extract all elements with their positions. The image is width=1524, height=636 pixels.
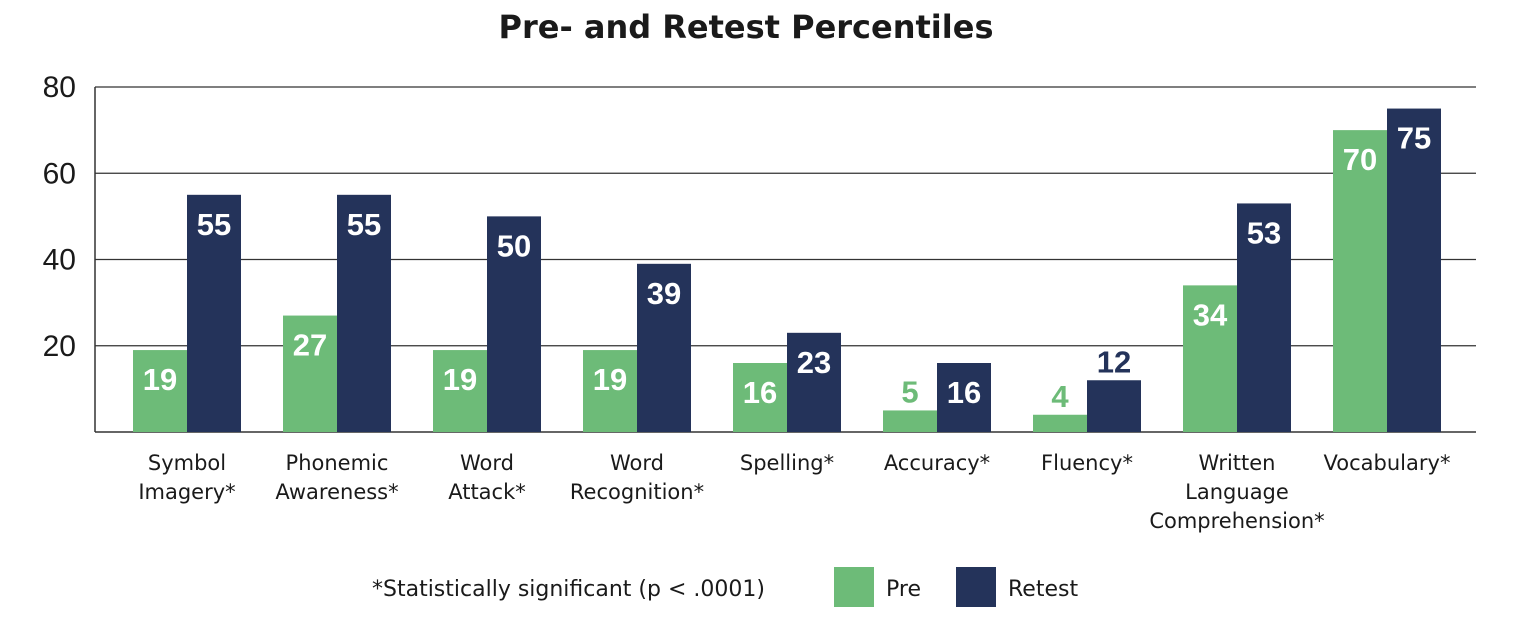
data-label: 70 (1343, 142, 1377, 177)
category-label: Language (1185, 480, 1289, 504)
data-label: 5 (901, 374, 918, 409)
data-label: 12 (1097, 344, 1131, 379)
legend-swatch-retest (956, 567, 996, 607)
category-label: Awareness* (275, 480, 398, 504)
significance-footnote: *Statistically significant (p < .0001) (372, 577, 765, 602)
bar-retest (937, 363, 991, 432)
bar-pre (883, 410, 937, 432)
category-label: Symbol (148, 451, 226, 475)
data-label: 53 (1247, 215, 1281, 250)
data-label: 50 (497, 228, 531, 263)
bar-pre (133, 350, 187, 432)
bar-retest (487, 216, 541, 432)
y-tick-label: 80 (43, 71, 76, 104)
bar-pre (1033, 414, 1087, 432)
legend-label: Retest (1008, 577, 1078, 602)
data-label: 23 (797, 345, 831, 380)
category-labels: Symbol Imagery* Phonemic Awareness* Word Atta… (138, 451, 1450, 533)
category-label: Attack* (448, 480, 526, 504)
legend: Pre Retest (834, 567, 1078, 607)
category-label: Fluency* (1041, 451, 1133, 475)
bar-retest (637, 263, 691, 432)
data-label: 19 (143, 362, 177, 397)
y-tick-label: 40 (43, 244, 76, 277)
category-label: Spelling* (740, 451, 834, 475)
bar-pre (1183, 285, 1237, 432)
legend-label: Pre (886, 577, 921, 602)
bar-pre (433, 350, 487, 432)
y-tick-label: 60 (43, 157, 76, 190)
data-label: 27 (293, 328, 327, 363)
category-label: Word (460, 451, 514, 475)
bars (133, 108, 1441, 432)
category-label: Written (1199, 451, 1276, 475)
bar-retest (1387, 108, 1441, 432)
chart-title: Pre- and Retest Percentiles (499, 8, 994, 46)
bar-retest (1087, 380, 1141, 432)
y-axis-ticks: 20 40 60 80 (43, 71, 76, 363)
bar-retest (787, 332, 841, 432)
data-label: 19 (593, 362, 627, 397)
y-tick-label: 20 (43, 330, 76, 363)
bar-retest (1237, 203, 1291, 432)
category-label: Vocabulary* (1324, 451, 1451, 475)
data-label: 55 (197, 207, 231, 242)
category-label: Accuracy* (884, 451, 990, 475)
data-label: 75 (1397, 121, 1431, 156)
bar-retest (337, 194, 391, 432)
data-label: 16 (947, 375, 981, 410)
legend-swatch-pre (834, 567, 874, 607)
category-label: Comprehension* (1149, 509, 1324, 533)
data-label: 19 (443, 362, 477, 397)
category-label: Phonemic (286, 451, 389, 475)
data-label: 55 (347, 207, 381, 242)
bar-pre (733, 363, 787, 432)
category-label: Word (610, 451, 664, 475)
bar-pre (583, 350, 637, 432)
data-labels: 19 55 27 55 19 50 19 39 16 23 5 16 4 12 34 53 70 75 (143, 121, 1431, 414)
category-label: Recognition* (570, 480, 704, 504)
bar-pre (283, 315, 337, 432)
data-label: 4 (1051, 379, 1069, 414)
category-label: Imagery* (138, 480, 235, 504)
bar-retest (187, 194, 241, 432)
data-label: 39 (647, 276, 681, 311)
data-label: 34 (1193, 297, 1228, 332)
data-label: 16 (743, 375, 777, 410)
bar-pre (1333, 130, 1387, 432)
